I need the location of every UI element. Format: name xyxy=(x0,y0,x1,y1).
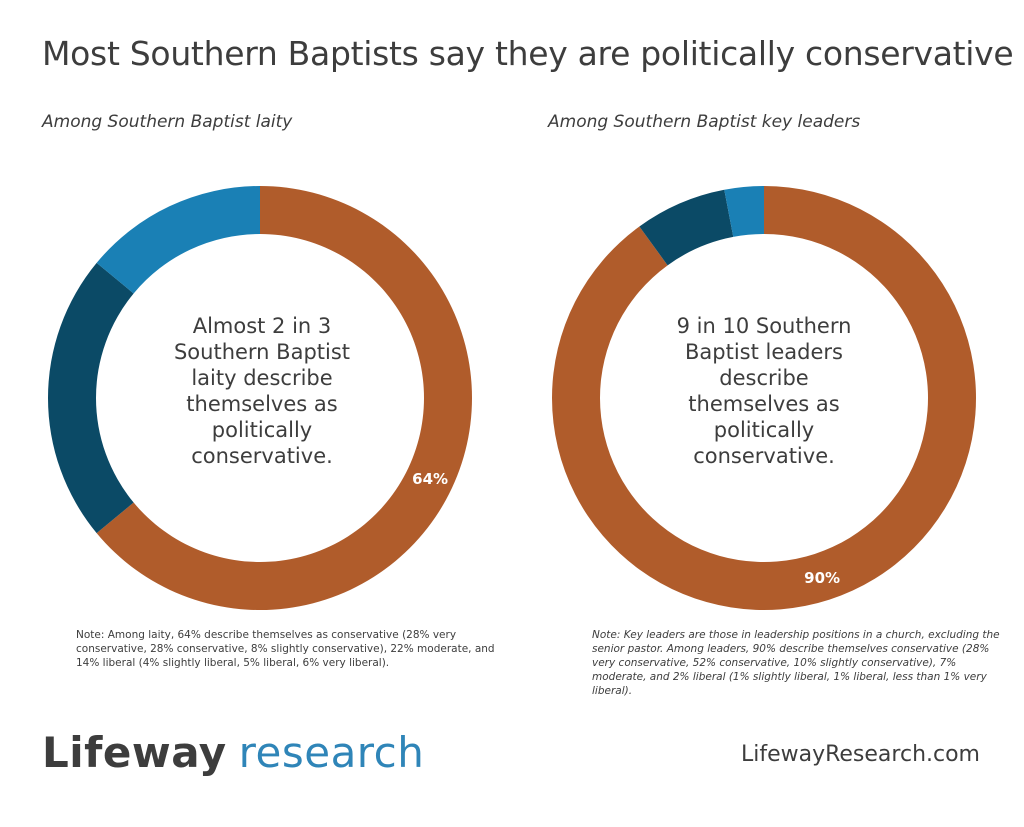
slice-label-conservative: 90% xyxy=(804,569,840,587)
slice-liberal xyxy=(96,186,261,294)
leaders-subtitle: Among Southern Baptist key leaders xyxy=(548,112,861,132)
leaders-note: Note: Key leaders are those in leadershi… xyxy=(592,629,1000,697)
slice-label-conservative: 64% xyxy=(412,470,448,488)
slice-moderate xyxy=(639,189,734,266)
website-url: LifewayResearch.com xyxy=(740,742,980,767)
laity-subtitle: Among Southern Baptist laity xyxy=(42,112,293,132)
laity-donut: 64% xyxy=(47,186,472,610)
logo-research: research xyxy=(238,728,425,777)
slice-moderate xyxy=(47,262,134,534)
laity-center-text: Almost 2 in 3 Southern Baptist laity des… xyxy=(173,314,351,468)
leaders-donut: 90% xyxy=(551,186,976,610)
laity-note: Note: Among laity, 64% describe themselv… xyxy=(76,629,495,669)
chart-title: Most Southern Baptists say they are poli… xyxy=(42,34,1014,73)
lifeway-research-logo: Lifeway research xyxy=(42,728,424,777)
leaders-center-text: 9 in 10 Southern Baptist leaders describ… xyxy=(676,314,852,468)
slice-liberal xyxy=(724,186,764,237)
logo-lifeway: Lifeway xyxy=(42,728,227,777)
slice-conservative xyxy=(96,186,472,610)
